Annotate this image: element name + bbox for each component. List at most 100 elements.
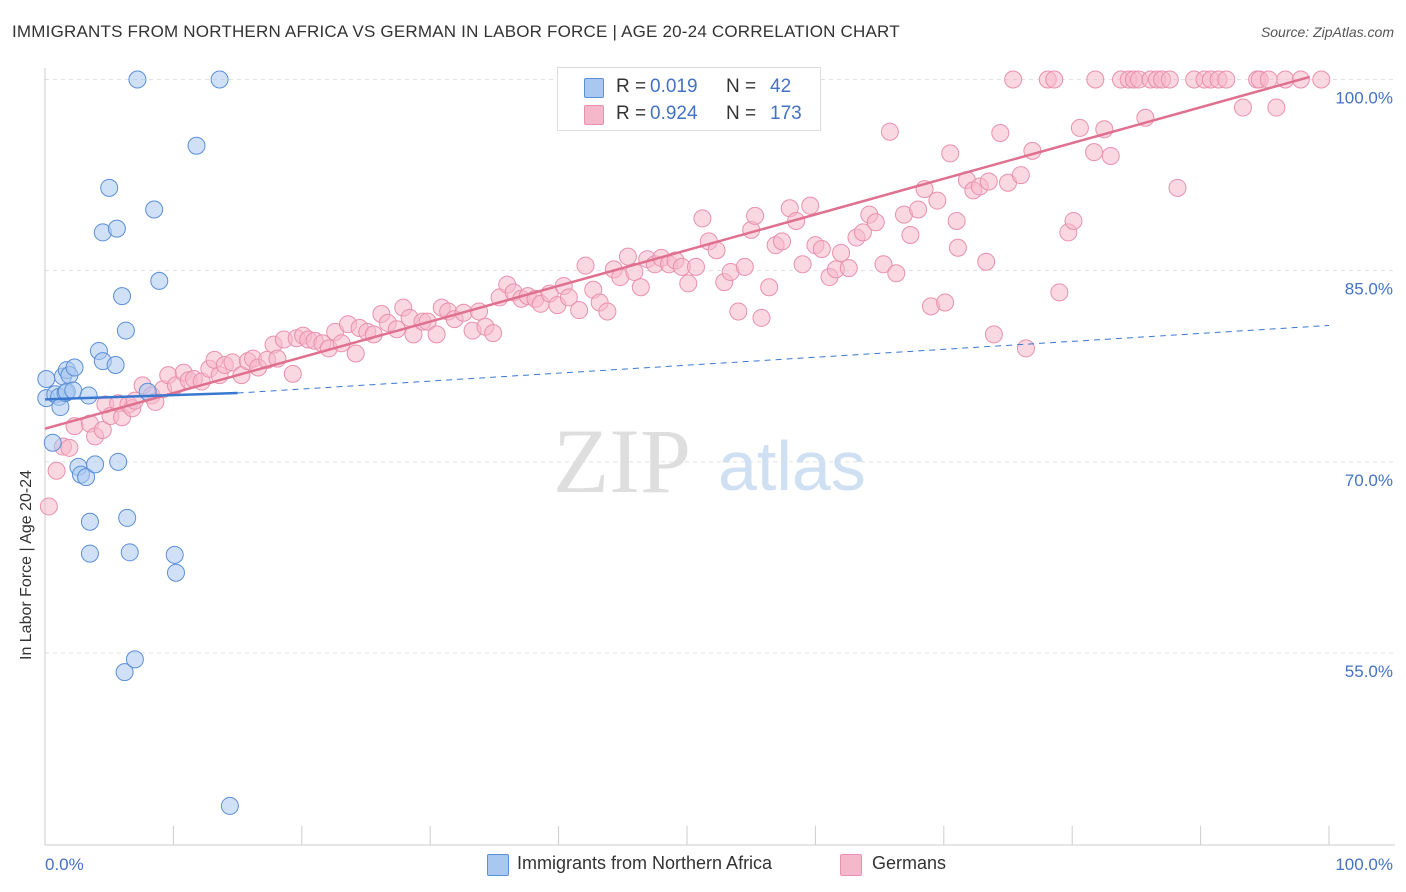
immigrants-point (210, 70, 229, 89)
immigrants-point (109, 452, 128, 471)
watermark-zip: ZIP (553, 410, 691, 512)
germans-point (618, 247, 637, 266)
germans-point (346, 344, 365, 363)
germans-point (984, 325, 1003, 344)
immigrants-point (150, 271, 169, 290)
germans-trend-line (44, 75, 1311, 430)
y-tick-label: 85.0% (1345, 280, 1393, 299)
immigrants-point (80, 512, 99, 531)
bottom-legend-swatch-pink (840, 854, 862, 876)
germans-point (977, 252, 996, 271)
germans-point (947, 211, 966, 230)
legend-row-immigrants: R = 0.019 N = 42 (558, 74, 820, 102)
germans-point (693, 209, 712, 228)
germans-point (880, 122, 899, 141)
watermark-atlas: atlas (718, 427, 866, 505)
germans-point (979, 172, 998, 191)
chart-title: IMMIGRANTS FROM NORTHERN AFRICA VS GERMA… (12, 22, 900, 41)
germans-point (1312, 70, 1331, 89)
germans-point (686, 257, 705, 276)
germans-point (801, 196, 820, 215)
germans-point (1267, 98, 1286, 117)
y-tick-label: 100.0% (1335, 89, 1393, 108)
germans-point (909, 200, 928, 219)
immigrants-point (113, 287, 132, 306)
axes (44, 68, 1395, 846)
legend-swatch-blue (584, 78, 604, 98)
y-tick-label: 55.0% (1345, 662, 1393, 681)
germans-point (729, 302, 748, 321)
germans-point (570, 301, 589, 320)
watermark: ZIP atlas (553, 410, 866, 512)
immigrants-point (118, 508, 137, 527)
germans-point (874, 255, 893, 274)
germans-point (832, 243, 851, 262)
germans-point (901, 225, 920, 244)
germans-point (735, 257, 754, 276)
legend-n-value: 173 (770, 103, 802, 124)
immigrants-point (116, 321, 135, 340)
legend-n-label: N = (726, 76, 757, 97)
x-tick-label: 100.0% (1335, 855, 1393, 874)
immigrants-point (100, 178, 119, 197)
germans-point (1004, 70, 1023, 89)
germans-point (1064, 211, 1083, 230)
germans-point (991, 124, 1010, 143)
germans-point (93, 420, 112, 439)
germans-point (1070, 118, 1089, 137)
immigrants-point (64, 381, 83, 400)
immigrants-point (166, 563, 185, 582)
x-tick-label: 0.0% (45, 855, 84, 874)
germans-point (866, 213, 885, 232)
germans-point (1016, 339, 1035, 358)
germans-point (793, 255, 812, 274)
tick-labels: 55.0% 70.0% 85.0% 100.0% 0.0% 100.0% (45, 89, 1393, 875)
immigrants-point (165, 545, 184, 564)
legend-r-label: R = (616, 103, 647, 124)
germans-point (936, 293, 955, 312)
germans-point (1086, 70, 1105, 89)
germans-point (1233, 98, 1252, 117)
source-credit: Source: ZipAtlas.com (1260, 24, 1394, 40)
germans-point (928, 191, 947, 210)
immigrants-trend-line (44, 391, 238, 401)
germans-point (625, 262, 644, 281)
germans-point (948, 238, 967, 257)
germans-point (746, 206, 765, 225)
immigrants-point (80, 544, 99, 563)
bottom-legend-swatch-blue (487, 854, 509, 876)
stats-legend: R = 0.019 N = 42 R = 0.924 N = 173 (557, 67, 821, 131)
y-axis-label: In Labor Force | Age 20-24 (18, 469, 35, 660)
germans-point (1168, 178, 1187, 197)
germans-point (283, 364, 302, 383)
germans-point (887, 264, 906, 283)
germans-point (60, 438, 79, 457)
germans-point (812, 240, 831, 259)
immigrants-point (125, 650, 144, 669)
germans-point (1217, 70, 1236, 89)
legend-r-value: 0.924 (650, 103, 698, 124)
legend-r-value: 0.019 (650, 76, 698, 97)
trend-lines (44, 75, 1330, 430)
legend-r-label: R = (616, 76, 647, 97)
germans-point (427, 325, 446, 344)
immigrants-point (86, 455, 105, 474)
immigrants-point (79, 386, 98, 405)
germans-point (1101, 146, 1120, 165)
germans-point (631, 278, 650, 297)
germans-point (853, 223, 872, 242)
germans-point (484, 324, 503, 343)
immigrants-point (37, 369, 56, 388)
germans-point (760, 278, 779, 297)
germans-point (576, 256, 595, 275)
germans-point (839, 259, 858, 278)
germans-point (941, 144, 960, 163)
germans-point (39, 497, 58, 516)
immigrants-point (220, 796, 239, 815)
germans-point (1160, 70, 1179, 89)
y-tick-label: 70.0% (1345, 471, 1393, 490)
immigrants-point (77, 468, 96, 487)
immigrants-point (145, 200, 164, 219)
germans-point (1085, 143, 1104, 162)
